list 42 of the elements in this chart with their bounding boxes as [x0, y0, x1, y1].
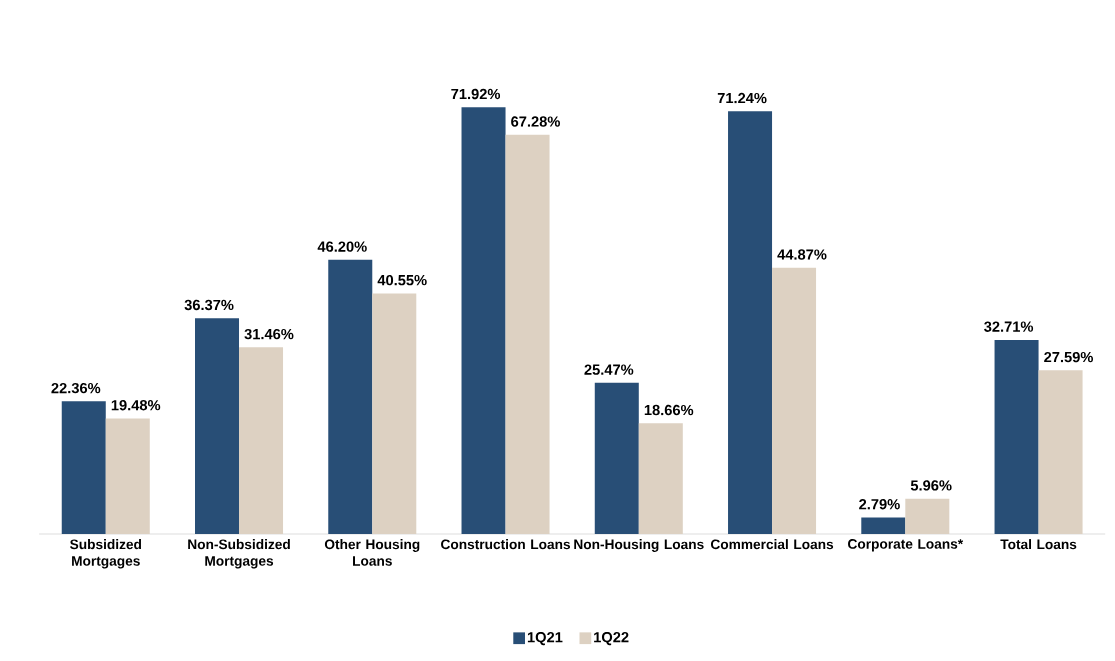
x-tick-label: Corporate Loans*: [848, 539, 964, 552]
x-tick-label: Construction Loans: [441, 539, 571, 550]
data-label: 31.46%: [244, 328, 294, 340]
bar: [505, 134, 550, 534]
bar: [772, 267, 817, 534]
data-label: 67.28%: [511, 116, 560, 127]
bar: [1038, 370, 1083, 534]
bar: [61, 401, 106, 534]
data-label: 40.55%: [377, 274, 427, 286]
bar: [328, 259, 373, 534]
data-label: 44.87%: [777, 249, 827, 260]
x-tick-label: Other Housing Loans: [324, 539, 420, 566]
data-label: 36.37%: [184, 299, 234, 311]
data-label: 19.48%: [111, 399, 161, 411]
bar: [594, 382, 639, 534]
data-label: 27.59%: [1044, 351, 1094, 363]
x-tick-label: Non-Housing Loans: [574, 539, 704, 552]
bar: [638, 423, 683, 534]
bar: [105, 418, 150, 534]
bar: [461, 107, 506, 534]
x-tick-label: Commercial Loans: [710, 539, 834, 550]
data-label: 5.96%: [910, 480, 952, 491]
data-label: 22.36%: [51, 382, 101, 394]
bar: [861, 517, 906, 534]
data-label: 71.24%: [717, 92, 767, 104]
bar: [195, 318, 240, 534]
legend-label: 1Q22: [594, 631, 629, 646]
data-label: 32.71%: [984, 321, 1034, 332]
data-label: 71.92%: [451, 88, 501, 100]
data-label: 46.20%: [317, 241, 367, 252]
legend-label: 1Q21: [527, 631, 563, 646]
data-label: 18.66%: [644, 404, 694, 416]
bar: [372, 293, 417, 534]
data-label: 2.79%: [859, 498, 900, 510]
bar: [994, 339, 1039, 534]
x-tick-label: Total Loans: [1000, 539, 1077, 550]
x-tick-label: Subsidized Mortgages: [70, 539, 142, 569]
bar: [239, 347, 284, 534]
data-label: 25.47%: [584, 364, 634, 375]
bar: [728, 111, 773, 534]
bar: [905, 498, 950, 534]
x-tick-label: Non-Subsidized Mortgages: [188, 539, 290, 569]
